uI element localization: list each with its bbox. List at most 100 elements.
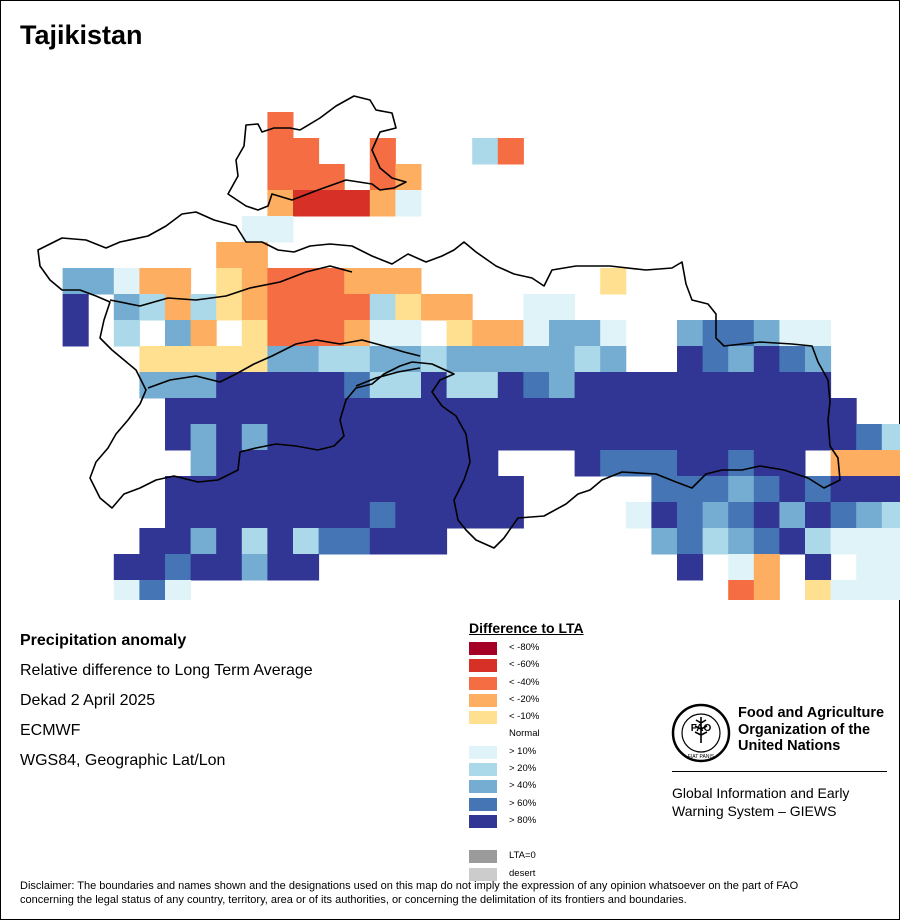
legend-classes: < -80% < -60% < -40% < -20% < -10% Normal > 10… bbox=[469, 640, 669, 830]
logo-divider bbox=[672, 771, 887, 772]
grid-cell-gt40 bbox=[574, 320, 601, 347]
grid-cell-gt80 bbox=[344, 424, 371, 451]
grid-cell-gt80 bbox=[549, 398, 576, 425]
grid-cell-gt80 bbox=[395, 398, 422, 425]
grid-cell-gt20 bbox=[344, 346, 371, 373]
legend-swatch bbox=[469, 780, 497, 794]
grid-cell-gt80 bbox=[369, 476, 396, 503]
grid-cell-gt80 bbox=[369, 424, 396, 451]
grid-cell-lt10 bbox=[216, 346, 243, 373]
grid-cell-lt20 bbox=[165, 268, 192, 295]
grid-cell-gt60 bbox=[139, 580, 166, 600]
grid-cell-gt80 bbox=[421, 476, 448, 503]
grid-cell-gt40 bbox=[728, 346, 755, 373]
grid-cell-gt40 bbox=[369, 346, 396, 373]
legend-item-gt80: > 80% bbox=[469, 813, 669, 830]
grid-cell-gt80 bbox=[216, 502, 243, 529]
grid-cell-gt40 bbox=[446, 346, 473, 373]
grid-cell-gt80 bbox=[318, 372, 345, 399]
grid-cell-gt10 bbox=[830, 580, 857, 600]
grid-cell-gt80 bbox=[216, 398, 243, 425]
grid-cell-lt20 bbox=[753, 554, 780, 581]
grid-cell-gt10 bbox=[267, 216, 294, 243]
grid-cell-gt40 bbox=[190, 528, 217, 555]
grid-cell-gt80 bbox=[446, 502, 473, 529]
grid-cell-gt80 bbox=[267, 372, 294, 399]
grid-cell-gt80 bbox=[344, 502, 371, 529]
grid-cell-lt20 bbox=[369, 190, 396, 217]
legend-title: Difference to LTA bbox=[469, 620, 584, 636]
grid-cell-gt20 bbox=[472, 372, 499, 399]
grid-cell-gt60 bbox=[318, 528, 345, 555]
grid-cell-gt80 bbox=[472, 424, 499, 451]
grid-cell-gt20 bbox=[139, 294, 166, 321]
grid-cell-gt10 bbox=[625, 502, 652, 529]
grid-cell-gt10 bbox=[369, 320, 396, 347]
grid-cell-gt80 bbox=[753, 450, 780, 477]
program-name: Global Information and Early Warning Sys… bbox=[672, 784, 849, 820]
organization-name-line-3: United Nations bbox=[738, 738, 841, 754]
legend-swatch bbox=[469, 642, 497, 655]
grid-cell-gt80 bbox=[625, 424, 652, 451]
grid-cell-gt80 bbox=[267, 528, 294, 555]
legend-swatch bbox=[469, 693, 497, 707]
grid-cell-gt80 bbox=[395, 450, 422, 477]
grid-cell-gt20 bbox=[395, 372, 422, 399]
grid-cell-gt60 bbox=[523, 372, 550, 399]
grid-cell-gt80 bbox=[677, 372, 704, 399]
grid-cell-gt80 bbox=[523, 398, 550, 425]
grid-cell-gt80 bbox=[549, 424, 576, 451]
grid-cell-lt40 bbox=[293, 294, 320, 321]
grid-cell-gt10 bbox=[881, 554, 900, 581]
grid-cell-lt40 bbox=[267, 294, 294, 321]
grid-cell-gt80 bbox=[395, 476, 422, 503]
grid-cell-gt80 bbox=[241, 450, 268, 477]
grid-cell-lt10 bbox=[216, 268, 243, 295]
grid-cell-gt80 bbox=[497, 502, 524, 529]
grid-cell-gt60 bbox=[830, 502, 857, 529]
grid-cell-lt40 bbox=[267, 112, 294, 139]
grid-cell-gt40 bbox=[702, 502, 729, 529]
legend-swatch bbox=[469, 676, 497, 690]
grid-cell-gt60 bbox=[753, 528, 780, 555]
legend-label: desert bbox=[509, 867, 536, 879]
grid-cell-lt40 bbox=[267, 320, 294, 347]
grid-cell-gt60 bbox=[728, 450, 755, 477]
grid-cell-gt60 bbox=[677, 502, 704, 529]
grid-cell-gt80 bbox=[369, 398, 396, 425]
grid-cell-gt80 bbox=[779, 424, 806, 451]
grid-cell-lt10 bbox=[241, 320, 268, 347]
grid-cell-lt20 bbox=[395, 164, 422, 191]
grid-cell-gt80 bbox=[881, 476, 900, 503]
grid-cell-gt80 bbox=[318, 450, 345, 477]
organization-name: Food and Agriculture Organization of the… bbox=[738, 705, 884, 755]
grid-cell-gt80 bbox=[190, 502, 217, 529]
grid-cell-gt20 bbox=[369, 294, 396, 321]
grid-cell-gt80 bbox=[62, 294, 89, 321]
legend-label: Normal bbox=[509, 728, 540, 740]
legend-label: > 20% bbox=[509, 763, 537, 775]
legend-item-lt10: < -10% bbox=[469, 709, 669, 726]
grid-cell-gt10 bbox=[600, 320, 627, 347]
grid-cell-gt80 bbox=[497, 424, 524, 451]
grid-cell-gt40 bbox=[651, 528, 678, 555]
grid-cell-lt20 bbox=[472, 320, 499, 347]
legend-label: < -20% bbox=[509, 693, 540, 705]
grid-cell-gt80 bbox=[395, 528, 422, 555]
grid-cell-gt80 bbox=[293, 554, 320, 581]
grid-cell-gt80 bbox=[344, 450, 371, 477]
grid-cell-gt80 bbox=[805, 554, 832, 581]
grid-cell-lt40 bbox=[318, 268, 345, 295]
grid-cell-gt80 bbox=[241, 502, 268, 529]
organization-name-line-2: Organization of the bbox=[738, 721, 871, 738]
grid-cell-lt40 bbox=[267, 164, 294, 191]
grid-cell-gt80 bbox=[395, 424, 422, 451]
grid-cell-gt80 bbox=[446, 398, 473, 425]
grid-cell-gt40 bbox=[728, 476, 755, 503]
grid-cell-gt80 bbox=[421, 398, 448, 425]
grid-cell-gt80 bbox=[753, 398, 780, 425]
program-name-line-2: Warning System – GIEWS bbox=[672, 803, 837, 819]
grid-cell-gt10 bbox=[241, 216, 268, 243]
legend-item-lta0: LTA=0 bbox=[469, 848, 669, 865]
grid-cell-gt80 bbox=[293, 372, 320, 399]
